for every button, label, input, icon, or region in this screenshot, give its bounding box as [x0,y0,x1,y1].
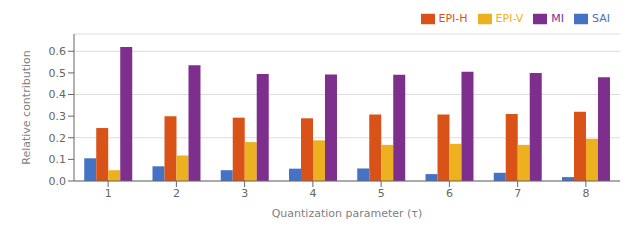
svg-text:0.5: 0.5 [49,67,67,80]
svg-text:2: 2 [173,187,180,200]
svg-text:4: 4 [309,187,316,200]
html-text:MI: MI [551,12,564,25]
html-text:SAI: SAI [592,12,610,25]
svg-text:1: 1 [105,187,112,200]
svg-text:0.1: 0.1 [49,153,67,166]
svg-text:0.6: 0.6 [49,45,67,58]
html-text:EPI-H: EPI-H [438,12,468,25]
svg-text:0.0: 0.0 [49,175,67,188]
svg-text:0.2: 0.2 [49,132,67,145]
html-text:EPI-V: EPI-V [495,12,524,25]
svg-text:8: 8 [582,187,589,200]
svg-text:Relative contribution: Relative contribution [20,50,33,165]
svg-text:7: 7 [514,187,521,200]
svg-text:6: 6 [446,187,453,200]
svg-text:3: 3 [241,187,248,200]
svg-text:Quantization parameter (τ): Quantization parameter (τ) [272,207,423,220]
svg-text:0.4: 0.4 [49,88,67,101]
svg-text:5: 5 [378,187,385,200]
svg-text:0.3: 0.3 [49,110,67,123]
